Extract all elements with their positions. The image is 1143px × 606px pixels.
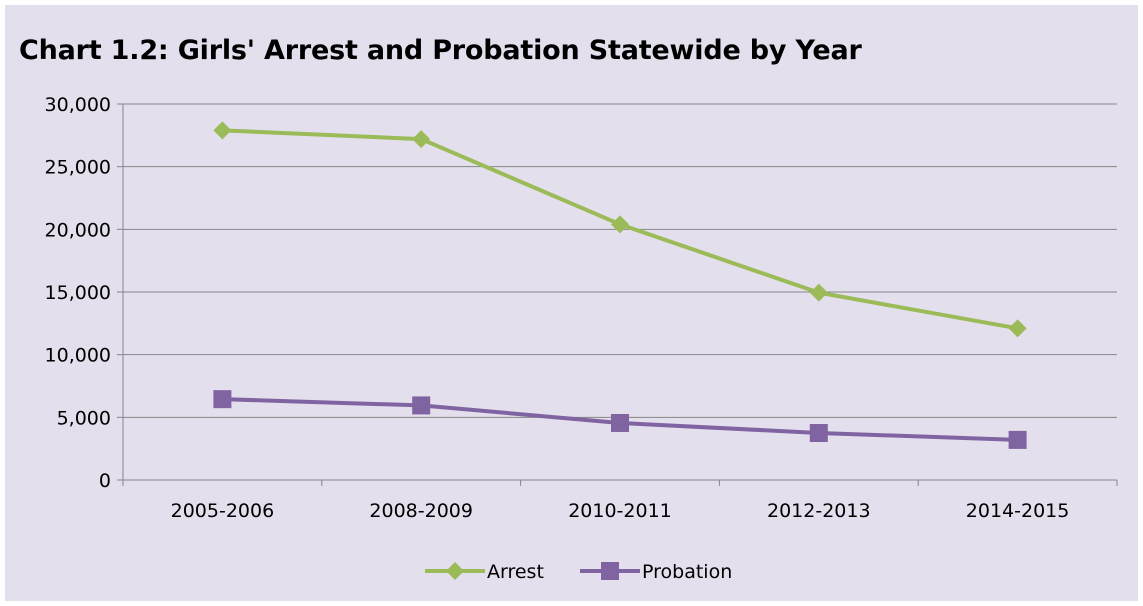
y-tick-label: 30,000 xyxy=(45,94,111,116)
legend-label: Arrest xyxy=(487,561,544,583)
x-tick-label: 2010-2011 xyxy=(568,500,672,522)
series-probation xyxy=(213,390,1027,449)
x-tick-label: 2008-2009 xyxy=(369,500,473,522)
gridlines xyxy=(123,103,1117,418)
legend-item-arrest: Arrest xyxy=(425,561,544,583)
probation-point xyxy=(809,424,828,442)
arrest-point xyxy=(412,130,431,149)
probation-point xyxy=(412,396,431,415)
legend-marker-diamond xyxy=(446,562,464,580)
legend-label: Probation xyxy=(642,561,732,583)
x-tick-label: 2005-2006 xyxy=(171,500,275,522)
legend: Arrest Probation xyxy=(425,561,732,583)
y-tick-label: 25,000 xyxy=(45,157,111,179)
legend-item-probation: Probation xyxy=(580,561,732,583)
y-tick-label: 5,000 xyxy=(57,407,111,429)
y-tick-label: 20,000 xyxy=(45,219,111,241)
probation-point xyxy=(1008,430,1027,449)
x-tick-label: 2014-2015 xyxy=(966,500,1070,522)
legend-marker-square xyxy=(601,562,619,580)
axes xyxy=(117,103,1118,486)
probation-point xyxy=(213,390,232,409)
probation-point xyxy=(611,413,629,432)
y-tick-label: 15,000 xyxy=(45,282,111,304)
arrest-point xyxy=(611,215,629,234)
line-chart: 0 5,000 10,000 15,000 20,000 25,000 30,000 200… xyxy=(45,94,1118,583)
chart-frame: Chart 1.2: Girls' Arrest and Probation S… xyxy=(5,5,1138,601)
y-tick-labels: 0 5,000 10,000 15,000 20,000 25,000 30,000 xyxy=(45,94,111,492)
series-arrest xyxy=(213,121,1027,338)
x-tick-label: 2012-2013 xyxy=(767,500,871,522)
series-lines xyxy=(213,121,1027,449)
arrest-point xyxy=(1008,319,1027,338)
x-tick-labels: 2005-2006 2008-2009 2010-2011 2012-2013 2014… xyxy=(171,500,1070,522)
y-tick-label: 0 xyxy=(99,470,111,492)
chart-title: Chart 1.2: Girls' Arrest and Probation S… xyxy=(19,35,862,66)
arrest-point xyxy=(809,283,828,302)
y-tick-label: 10,000 xyxy=(45,345,111,367)
arrest-point xyxy=(213,121,232,140)
